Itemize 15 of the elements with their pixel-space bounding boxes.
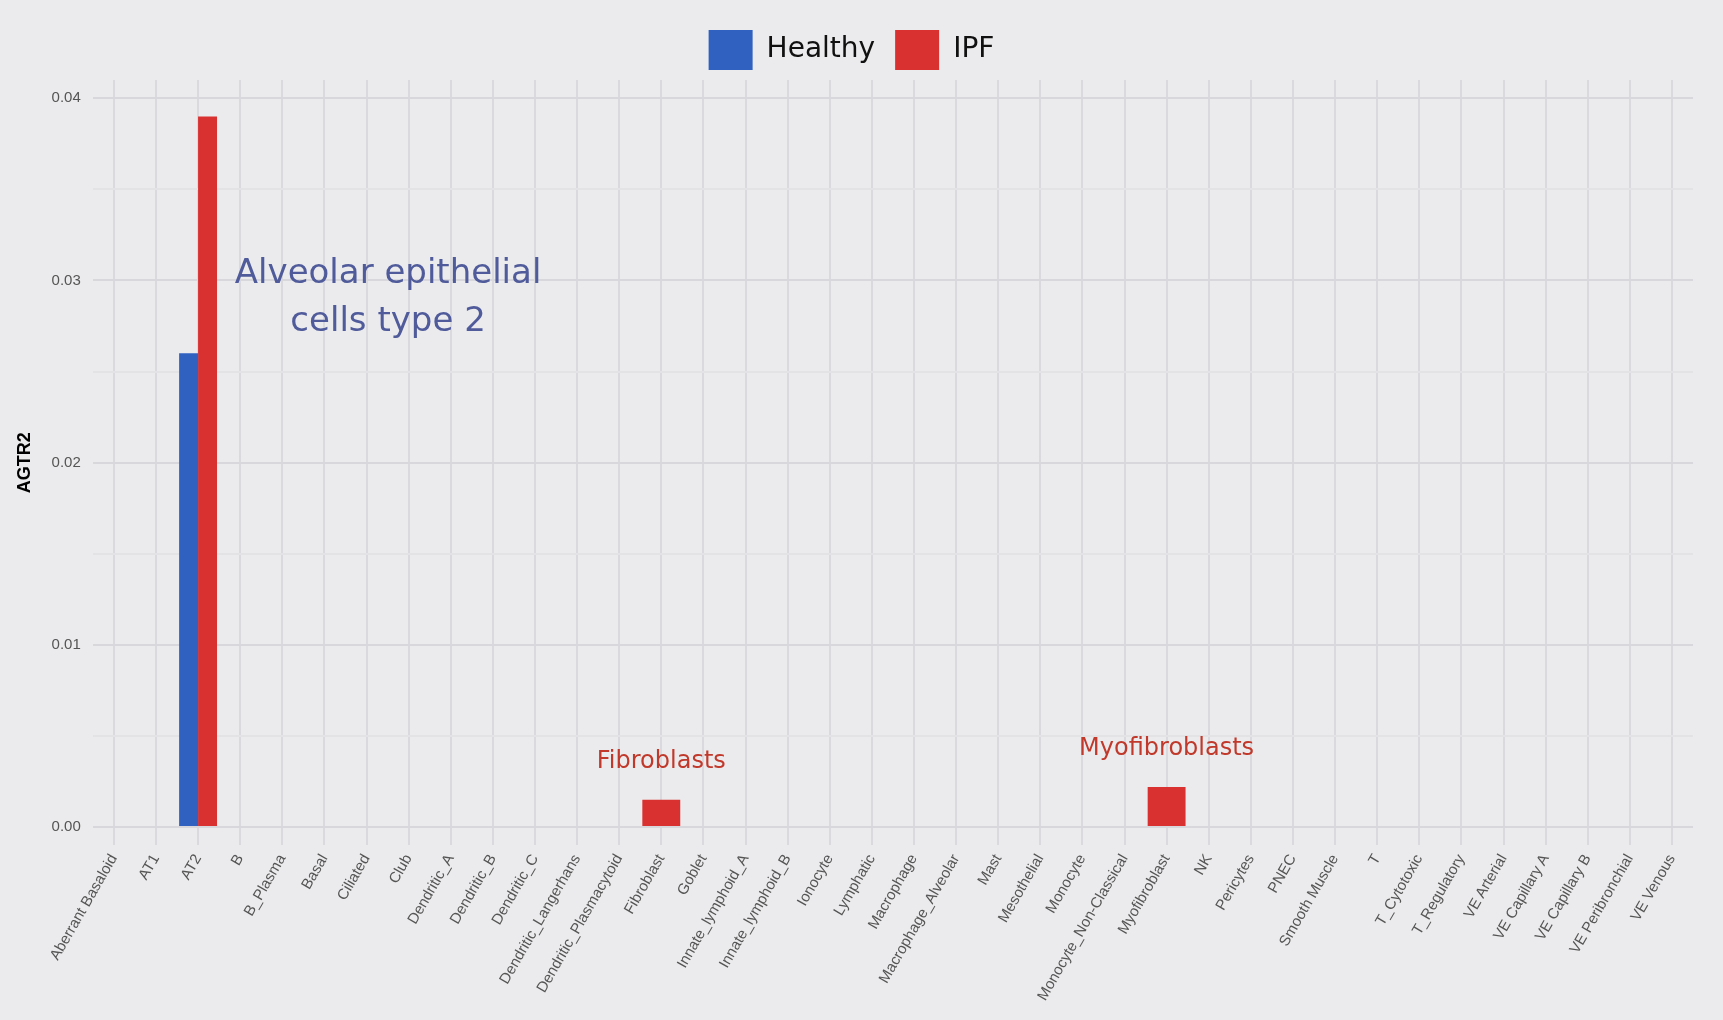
y-tick-label: 0.03 xyxy=(51,270,81,288)
y-tick-label: 0.04 xyxy=(51,88,81,106)
bar xyxy=(179,353,199,827)
annotation: Fibroblasts xyxy=(596,746,726,774)
legend-label: Healthy xyxy=(766,31,876,65)
annotation: Myofibroblasts xyxy=(1079,733,1255,762)
y-tick-label: 0.02 xyxy=(51,452,81,470)
y-tick-label: 0.01 xyxy=(51,635,81,653)
y-tick-label: 0.00 xyxy=(51,817,81,835)
y-axis-title: AGTR2 xyxy=(13,432,34,494)
x-tick-label: B xyxy=(226,850,247,869)
bar xyxy=(1147,787,1186,827)
x-tick-label: NK xyxy=(1189,850,1215,878)
annotation: Alveolar epithelial cells type 2 xyxy=(234,251,542,340)
legend-label: IPF xyxy=(953,31,995,65)
